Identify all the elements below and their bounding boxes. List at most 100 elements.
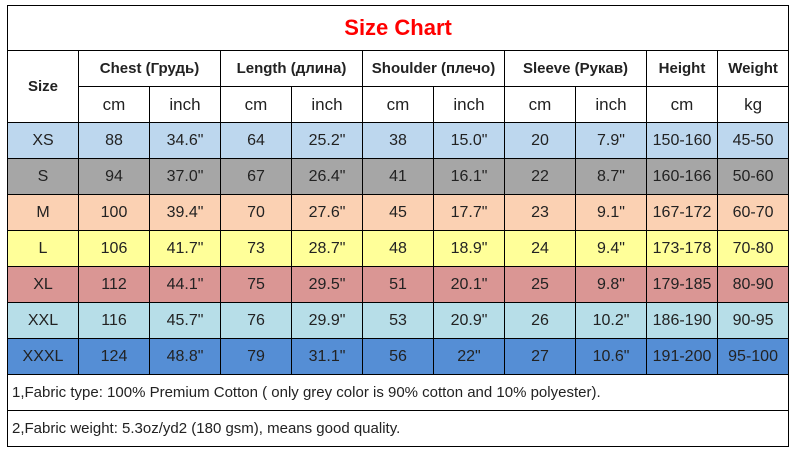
size-value-cell: 29.5" — [291, 266, 363, 303]
size-value-cell: 106 — [78, 230, 150, 267]
size-value-cell: 124 — [78, 338, 150, 375]
size-value-cell: 39.4" — [149, 194, 221, 231]
size-value-cell: 37.0" — [149, 158, 221, 195]
size-label: M — [7, 194, 79, 231]
size-value-cell: 27 — [504, 338, 576, 375]
size-value-cell: 10.2" — [575, 302, 647, 339]
unit-header: kg — [716, 86, 790, 123]
unit-header: inch — [575, 86, 647, 123]
size-value-cell: 28.7" — [291, 230, 363, 267]
size-label: L — [7, 230, 79, 267]
size-value-cell: 31.1" — [291, 338, 363, 375]
size-value-cell: 179-185 — [646, 266, 718, 303]
size-row-xs: XS 88 34.6" 64 25.2" 38 15.0" 20 7.9" 150-160 45-5… — [7, 122, 790, 159]
size-value-cell: 20.1" — [433, 266, 505, 303]
header-chest: Chest (Грудь) — [78, 50, 221, 87]
size-value-cell: 88 — [78, 122, 150, 159]
chart-title: Size Chart — [6, 5, 790, 51]
note-fabric-type: 1,Fabric type: 100% Premium Cotton ( onl… — [6, 374, 790, 411]
size-value-cell: 75 — [220, 266, 292, 303]
size-value-cell: 20.9" — [433, 302, 505, 339]
header-weight: Weight — [716, 50, 790, 87]
size-value-cell: 26 — [504, 302, 576, 339]
size-label: XS — [7, 122, 79, 159]
size-value-cell: 116 — [78, 302, 150, 339]
size-chart-table: Size Chart Size Chest (Грудь) Length (дл… — [6, 5, 790, 447]
size-value-cell: 186-190 — [646, 302, 718, 339]
size-value-cell: 25.2" — [291, 122, 363, 159]
size-value-cell: 60-70 — [716, 194, 790, 231]
size-value-cell: 90-95 — [716, 302, 790, 339]
size-value-cell: 29.9" — [291, 302, 363, 339]
size-value-cell: 76 — [220, 302, 292, 339]
size-value-cell: 9.8" — [575, 266, 647, 303]
size-value-cell: 70-80 — [716, 230, 790, 267]
header-height: Height — [646, 50, 718, 87]
size-row-m: M 100 39.4" 70 27.6" 45 17.7" 23 9.1" 167-172 60-7… — [7, 194, 790, 231]
size-value-cell: 45.7" — [149, 302, 221, 339]
size-value-cell: 22" — [433, 338, 505, 375]
size-value-cell: 94 — [78, 158, 150, 195]
size-value-cell: 50-60 — [716, 158, 790, 195]
size-value-cell: 67 — [220, 158, 292, 195]
size-value-cell: 44.1" — [149, 266, 221, 303]
size-value-cell: 112 — [78, 266, 150, 303]
size-row-l: L 106 41.7" 73 28.7" 48 18.9" 24 9.4" 173-178 70-8… — [7, 230, 790, 267]
size-value-cell: 73 — [220, 230, 292, 267]
size-value-cell: 167-172 — [646, 194, 718, 231]
size-value-cell: 51 — [362, 266, 434, 303]
size-value-cell: 20 — [504, 122, 576, 159]
size-value-cell: 95-100 — [716, 338, 790, 375]
header-shoulder: Shoulder (плечо) — [362, 50, 505, 87]
unit-header: cm — [646, 86, 718, 123]
size-value-cell: 56 — [362, 338, 434, 375]
header-length: Length (длина) — [220, 50, 363, 87]
unit-header: cm — [504, 86, 576, 123]
size-value-cell: 16.1" — [433, 158, 505, 195]
size-value-cell: 41.7" — [149, 230, 221, 267]
unit-header: cm — [78, 86, 150, 123]
size-value-cell: 9.1" — [575, 194, 647, 231]
size-value-cell: 150-160 — [646, 122, 718, 159]
size-value-cell: 10.6" — [575, 338, 647, 375]
size-value-cell: 25 — [504, 266, 576, 303]
size-value-cell: 26.4" — [291, 158, 363, 195]
unit-header: inch — [433, 86, 505, 123]
size-value-cell: 9.4" — [575, 230, 647, 267]
size-value-cell: 80-90 — [716, 266, 790, 303]
size-value-cell: 70 — [220, 194, 292, 231]
size-label: XL — [7, 266, 79, 303]
size-value-cell: 7.9" — [575, 122, 647, 159]
size-label: XXL — [7, 302, 79, 339]
size-value-cell: 23 — [504, 194, 576, 231]
size-row-xxxl: XXXL 124 48.8" 79 31.1" 56 22" 27 10.6" 191-200 95… — [7, 338, 790, 375]
size-value-cell: 160-166 — [646, 158, 718, 195]
size-value-cell: 79 — [220, 338, 292, 375]
unit-header: cm — [362, 86, 434, 123]
size-value-cell: 191-200 — [646, 338, 718, 375]
unit-header: inch — [149, 86, 221, 123]
size-value-cell: 15.0" — [433, 122, 505, 159]
size-value-cell: 27.6" — [291, 194, 363, 231]
size-value-cell: 48 — [362, 230, 434, 267]
size-value-cell: 45 — [362, 194, 434, 231]
size-value-cell: 34.6" — [149, 122, 221, 159]
size-row-xl: XL 112 44.1" 75 29.5" 51 20.1" 25 9.8" 179-185 80-… — [7, 266, 790, 303]
size-value-cell: 22 — [504, 158, 576, 195]
size-value-cell: 173-178 — [646, 230, 718, 267]
size-value-cell: 8.7" — [575, 158, 647, 195]
unit-header: cm — [220, 86, 292, 123]
unit-header: inch — [291, 86, 363, 123]
size-label: XXXL — [7, 338, 79, 375]
note-fabric-weight: 2,Fabric weight: 5.3oz/yd2 (180 gsm), me… — [6, 410, 790, 447]
size-value-cell: 17.7" — [433, 194, 505, 231]
size-value-cell: 64 — [220, 122, 292, 159]
size-value-cell: 38 — [362, 122, 434, 159]
size-value-cell: 100 — [78, 194, 150, 231]
size-value-cell: 18.9" — [433, 230, 505, 267]
size-row-xxl: XXL 116 45.7" 76 29.9" 53 20.9" 26 10.2" 186-190 9… — [7, 302, 790, 339]
header-size: Size — [7, 50, 79, 123]
size-row-s: S 94 37.0" 67 26.4" 41 16.1" 22 8.7" 160-166 50-60 — [7, 158, 790, 195]
size-value-cell: 45-50 — [716, 122, 790, 159]
size-value-cell: 41 — [362, 158, 434, 195]
